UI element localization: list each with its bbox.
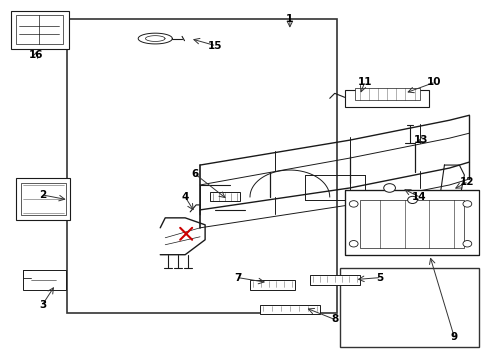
Bar (344, 90, 428, 107)
Circle shape (383, 184, 395, 192)
Text: 10: 10 (427, 77, 441, 87)
Bar (354, 88, 419, 100)
Text: 7: 7 (234, 273, 241, 283)
Circle shape (462, 201, 471, 207)
Text: 1: 1 (285, 14, 293, 24)
Bar (16, 15, 62, 44)
Text: 6: 6 (191, 169, 198, 179)
Circle shape (348, 201, 357, 207)
Text: 12: 12 (459, 177, 474, 187)
Bar (260, 305, 319, 315)
Circle shape (462, 240, 471, 247)
Text: 11: 11 (357, 77, 371, 87)
Bar (359, 200, 464, 248)
Circle shape (407, 196, 417, 203)
Text: 5: 5 (375, 273, 383, 283)
Text: 3: 3 (39, 300, 46, 310)
Bar (210, 192, 240, 201)
Bar (20, 183, 65, 215)
Text: 16: 16 (28, 50, 43, 60)
Text: 14: 14 (411, 192, 426, 202)
Bar (344, 190, 478, 255)
Text: 9: 9 (450, 332, 457, 342)
Bar (66, 19, 336, 313)
Text: 8: 8 (330, 314, 338, 324)
Bar (249, 280, 294, 289)
Text: 2: 2 (39, 190, 46, 200)
Bar (22, 270, 65, 289)
Text: 13: 13 (413, 135, 428, 145)
Text: 4: 4 (181, 192, 188, 202)
Bar (309, 275, 359, 285)
Bar (16, 178, 70, 220)
Circle shape (348, 240, 357, 247)
Bar (11, 11, 68, 49)
Text: 15: 15 (207, 41, 222, 50)
Bar (339, 268, 478, 347)
